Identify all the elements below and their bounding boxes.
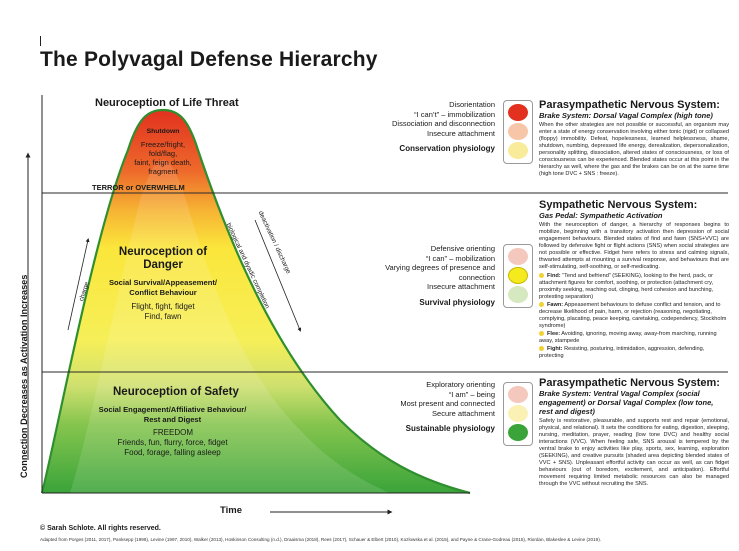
lamp-red-on bbox=[508, 104, 528, 121]
danger-subtitle: Social Survival/Appeasement/ Conflict Be… bbox=[88, 278, 238, 297]
safety-list-item: Most present and connected bbox=[400, 399, 495, 408]
sympathetic-bullet: Fawn: Appeasement behaviours to defuse c… bbox=[539, 302, 727, 329]
danger-heading-line1: Neuroception of bbox=[118, 246, 208, 258]
sympathetic-section: Sympathetic Nervous System: Gas Pedal: S… bbox=[539, 199, 729, 360]
sympathetic-system-body: With the neuroception of danger, a hiera… bbox=[539, 222, 729, 270]
safety-list: Exploratory orienting “I am” – being Mos… bbox=[370, 380, 495, 434]
danger-heading: Neuroception of Danger bbox=[103, 246, 223, 272]
dorsal-system-body: When the other strategies are not possib… bbox=[539, 122, 729, 177]
sympathetic-system-subtitle: Gas Pedal: Sympathetic Activation bbox=[539, 211, 663, 220]
text-cursor bbox=[40, 36, 41, 46]
threat-responses: Freeze/fright, fold/flag, faint, feign d… bbox=[118, 140, 208, 176]
safety-response-line: Friends, fun, flurry, force, fidget bbox=[117, 438, 228, 447]
traffic-light-yellow-icon bbox=[503, 244, 533, 308]
page-title: The Polyvagal Defense Hierarchy bbox=[40, 48, 378, 71]
danger-heading-line2: Danger bbox=[143, 259, 183, 271]
y-axis-label: Connection Decreases as Activation Incre… bbox=[19, 274, 29, 478]
terror-overwhelm-label: TERROR or OVERWHELM bbox=[92, 183, 185, 192]
danger-list-item: “I can” – mobilization bbox=[425, 253, 495, 263]
threat-response-line: faint, feign death, bbox=[134, 158, 192, 167]
safety-list-item: Exploratory orienting bbox=[426, 380, 495, 389]
danger-list-item: Insecure attachment bbox=[427, 282, 495, 291]
bullet-dot-icon bbox=[539, 273, 544, 279]
copyright: © Sarah Schlote. All rights reserved. bbox=[40, 525, 161, 532]
lamp-red-off bbox=[508, 248, 528, 265]
sympathetic-bullet: Fight: Resisting, posturing, intimidatio… bbox=[539, 346, 705, 359]
traffic-light-red-icon bbox=[503, 100, 533, 164]
safety-list-item: “I am” – being bbox=[448, 389, 495, 399]
dorsal-vagal-section: Parasympathetic Nervous System: Brake Sy… bbox=[539, 99, 729, 178]
safety-responses: Friends, fun, flurry, force, fidget Food… bbox=[80, 438, 265, 458]
sources: Adapted from Porges (2011, 2017), Pankse… bbox=[40, 537, 601, 542]
activation-curve-fill bbox=[42, 110, 470, 493]
threat-response-line: Freeze/fright, bbox=[140, 140, 186, 149]
danger-response-line: Flight, fight, fidget bbox=[131, 302, 195, 311]
safety-heading: Neuroception of Safety bbox=[113, 386, 239, 398]
lamp-yellow-on bbox=[508, 267, 528, 284]
threat-list: Disorientation “I can’t” – immobilizatio… bbox=[370, 100, 495, 154]
threat-list-item: Dissociation and disconnection bbox=[392, 119, 495, 128]
danger-list: Defensive orienting “I can” – mobilizati… bbox=[370, 244, 495, 307]
safety-subtitle-line2: Rest and Digest bbox=[143, 414, 202, 424]
discharge-arrow bbox=[254, 219, 302, 332]
charge-arrow bbox=[67, 238, 90, 331]
threat-response-line: fold/flag, bbox=[148, 149, 178, 158]
survival-physiology-label: Survival physiology bbox=[419, 297, 495, 307]
danger-list-item: Varying degrees of presence and bbox=[385, 263, 495, 272]
threat-list-item: “I can’t” – immobilization bbox=[414, 109, 495, 119]
danger-list-item: connection bbox=[458, 272, 495, 282]
danger-subtitle-line2: Conflict Behaviour bbox=[129, 287, 197, 297]
lamp-green-on bbox=[508, 424, 528, 441]
danger-list-item: Defensive orienting bbox=[430, 244, 495, 253]
blended-state-shading bbox=[70, 160, 390, 493]
threat-list-item: Disorientation bbox=[449, 100, 495, 109]
danger-subtitle-line1: Social Survival/Appeasement/ bbox=[108, 278, 218, 287]
lamp-red-off bbox=[508, 386, 528, 403]
sustainable-physiology-label: Sustainable physiology bbox=[405, 424, 495, 433]
danger-responses: Flight, fight, fidget Find, fawn bbox=[98, 302, 228, 322]
threat-response-line: fragment bbox=[148, 167, 178, 176]
ventral-vagal-section: Parasympathetic Nervous System: Brake Sy… bbox=[539, 377, 729, 488]
dorsal-system-subtitle: Brake System: Dorsal Vagal Complex (high… bbox=[539, 111, 713, 120]
safety-response-line: Food, forage, falling asleep bbox=[124, 448, 221, 457]
danger-response-line: Find, fawn bbox=[144, 312, 182, 321]
traffic-light-green-icon bbox=[503, 382, 533, 446]
safety-list-item: Secure attachment bbox=[432, 408, 495, 418]
safety-subtitle: Social Engagement/Affiliative Behaviour/… bbox=[80, 405, 265, 424]
shutdown-label: Shutdown bbox=[146, 128, 180, 135]
lamp-orange-off bbox=[508, 123, 528, 140]
ventral-system-title: Parasympathetic Nervous System: bbox=[539, 377, 720, 389]
sympathetic-system-title: Sympathetic Nervous System: bbox=[539, 199, 698, 211]
bullet-dot-icon bbox=[539, 331, 544, 337]
freedom-label: FREEDOM bbox=[153, 428, 193, 437]
bullet-dot-icon bbox=[539, 346, 544, 352]
threat-list-item: Insecure attachment bbox=[427, 128, 495, 138]
dorsal-system-title: Parasympathetic Nervous System: bbox=[539, 99, 720, 111]
conservation-physiology-label: Conservation physiology bbox=[399, 144, 495, 153]
ventral-system-body: Safety is restorative, pleasurable, and … bbox=[539, 418, 729, 487]
activation-curve-line bbox=[40, 108, 471, 495]
lamp-yellow-off bbox=[508, 405, 528, 422]
lamp-yellow-off bbox=[508, 142, 528, 159]
bullet-dot-icon bbox=[539, 302, 544, 308]
lamp-green-off bbox=[508, 286, 528, 303]
threat-heading: Neuroception of Life Threat bbox=[95, 97, 239, 109]
safety-subtitle-line1: Social Engagement/Affiliative Behaviour/ bbox=[98, 405, 247, 414]
x-axis-label: Time bbox=[220, 505, 243, 516]
sympathetic-bullet: Flee: Avoiding, ignoring, moving away, a… bbox=[539, 331, 717, 344]
ventral-system-subtitle: Brake System: Ventral Vagal Complex (soc… bbox=[539, 389, 714, 416]
sympathetic-bullet: Find: “Tend and befriend” (SEEKING), loo… bbox=[539, 273, 714, 300]
